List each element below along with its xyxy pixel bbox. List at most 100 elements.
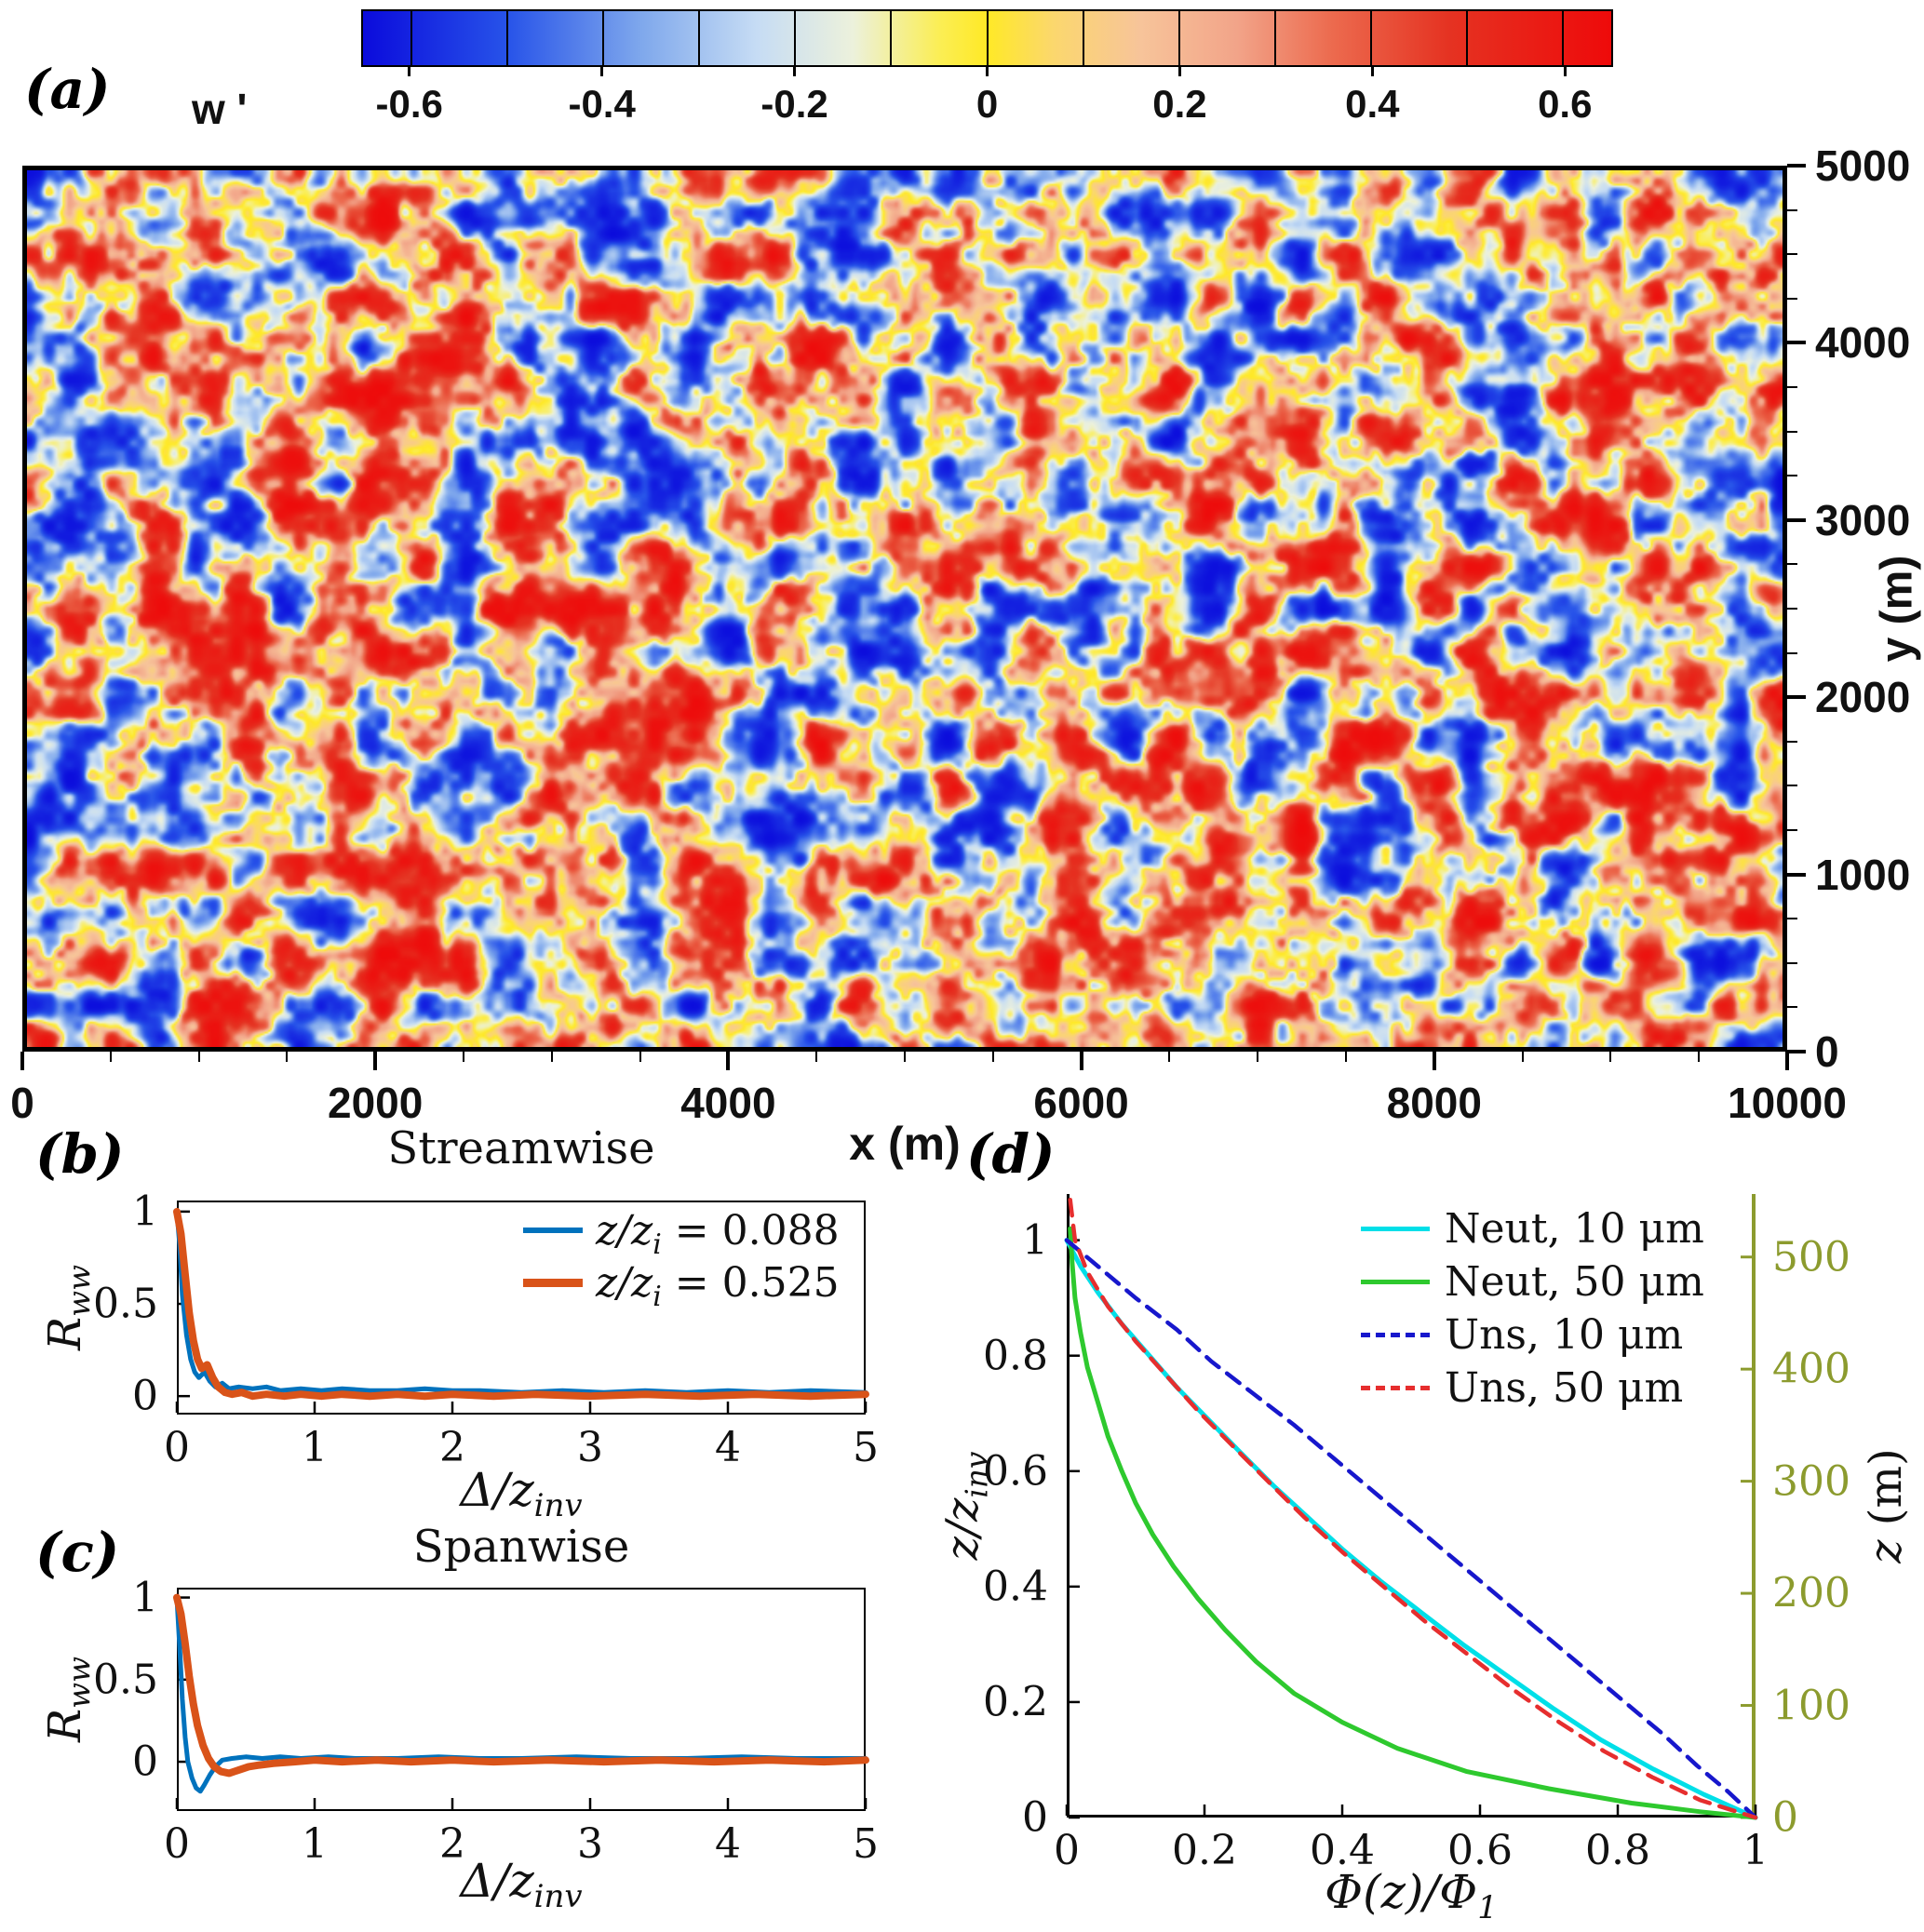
legend-line	[1361, 1227, 1430, 1231]
x-axis-minor-tick	[815, 1052, 818, 1062]
xlabel-var: Δ/z	[460, 1854, 534, 1908]
y-tick-label: 0.2	[983, 1678, 1048, 1726]
legend-line	[1361, 1280, 1430, 1284]
legend-item: Neut, 50 μm	[1361, 1255, 1704, 1308]
series-uns-10-m	[1064, 1238, 1758, 1820]
y-axis-tick	[1787, 164, 1806, 168]
y-axis-tick-label: 2000	[1815, 673, 1911, 722]
colorbar-tick-line	[1466, 11, 1469, 65]
series-z-z-i-0-525	[173, 1593, 869, 1778]
legend-sub: i	[653, 1280, 662, 1313]
heatmap-plot-area	[22, 166, 1787, 1052]
panel-c-x-axis-label: Δ/zinv	[460, 1854, 582, 1912]
x-axis-minor-tick	[109, 1052, 112, 1062]
xlabel-var: Δ/z	[460, 1463, 534, 1517]
panel-b-plot	[173, 1201, 869, 1415]
colorbar-tick-mark	[1563, 67, 1567, 76]
legend-label: Uns, 50 μm	[1445, 1364, 1684, 1412]
x-tick-label: 1	[1742, 1827, 1769, 1874]
x-tick-label: 3	[577, 1424, 603, 1471]
x-axis-minor-tick	[1698, 1052, 1701, 1062]
colorbar-tick-line	[1177, 11, 1180, 65]
x-tick-label: 5	[853, 1820, 879, 1868]
x-axis-tick	[1432, 1052, 1436, 1070]
y-tick-label: 0	[132, 1737, 158, 1786]
colorbar-tick-mark	[793, 67, 797, 76]
y-axis-tick	[1787, 517, 1806, 522]
y-axis-minor-tick	[1787, 785, 1797, 787]
colorbar-tick-mark	[1177, 67, 1181, 76]
x-axis-tick-label: 4000	[680, 1079, 776, 1127]
plot-box	[177, 1201, 866, 1415]
right-tick-label: 0	[1772, 1793, 1798, 1842]
legend-var: z/z	[596, 1206, 653, 1254]
x-axis-tick-label: 0	[10, 1079, 34, 1127]
x-axis-minor-tick	[639, 1052, 641, 1062]
colorbar-tick-line	[697, 11, 700, 65]
y-axis-tick-label: 0	[1815, 1027, 1839, 1076]
y-axis-tick-label: 5000	[1815, 141, 1911, 190]
y-axis-tick-label: 4000	[1815, 318, 1911, 368]
x-axis-tick-label: 10000	[1728, 1079, 1847, 1127]
y-axis-minor-tick	[1787, 918, 1797, 920]
y-tick-label: 0.6	[983, 1447, 1048, 1496]
y-tick-label: 0.4	[983, 1563, 1048, 1611]
panel-d-legend: Neut, 10 μm Neut, 50 μm Uns, 10 μm Uns, 50 …	[1361, 1202, 1704, 1415]
x-axis-minor-tick	[1257, 1052, 1259, 1062]
xlabel-sub: 1	[1477, 1889, 1498, 1926]
legend-label: Uns, 10 μm	[1445, 1311, 1684, 1359]
x-axis-minor-tick	[1609, 1052, 1612, 1062]
right-tick-label: 400	[1772, 1345, 1850, 1393]
x-tick-label: 0.8	[1585, 1827, 1650, 1874]
x-tick-label: 2	[439, 1820, 465, 1868]
colorbar-tick-label: 0.2	[1152, 82, 1207, 126]
x-tick-label: 1	[302, 1820, 328, 1868]
y-tick-label: 1	[1022, 1216, 1048, 1265]
panel-a-x-axis-label: x (m)	[849, 1118, 961, 1170]
legend-item: Uns, 50 μm	[1361, 1362, 1704, 1415]
y-axis-tick	[1787, 695, 1806, 700]
colorbar-tick-label: 0	[975, 82, 999, 126]
panel-c-letter: (c)	[35, 1521, 120, 1584]
x-axis-tick-label: 6000	[1033, 1079, 1129, 1127]
panel-b-x-axis-label: Δ/zinv	[460, 1463, 582, 1522]
series-uns-50-m	[1068, 1197, 1758, 1820]
y-axis-minor-tick	[1787, 651, 1797, 654]
panel-b-title: Streamwise	[387, 1122, 655, 1174]
x-axis-minor-tick	[1521, 1052, 1524, 1062]
colorbar-tick-line	[1370, 11, 1373, 65]
x-tick-label: 0.6	[1447, 1827, 1513, 1874]
ylabel-var: z/z	[936, 1497, 989, 1561]
x-tick-label: 4	[715, 1424, 741, 1471]
colorbar-tick-label: -0.4	[568, 82, 636, 126]
y-tick-label: 0.8	[983, 1332, 1048, 1380]
colorbar-tick-line	[505, 11, 508, 65]
panel-b-letter: (b)	[35, 1122, 125, 1186]
x-axis-minor-tick	[463, 1052, 464, 1062]
x-axis-tick-label: 8000	[1386, 1079, 1482, 1127]
right-ylabel-unit: (m)	[1860, 1448, 1912, 1540]
series-z-z-i-0-525	[173, 1207, 869, 1401]
panel-a-letter: (a)	[24, 58, 111, 121]
y-axis-minor-tick	[1787, 297, 1797, 300]
x-axis-tick	[20, 1052, 24, 1070]
legend-item: Uns, 10 μm	[1361, 1308, 1704, 1362]
panel-d-x-axis-label: Φ(z)/Φ1	[1325, 1865, 1498, 1924]
colorbar-tick-line	[794, 11, 797, 65]
x-tick-label: 0.2	[1172, 1827, 1237, 1874]
right-tick-label: 100	[1772, 1682, 1850, 1730]
panel-c-plot	[173, 1588, 869, 1811]
x-axis-minor-tick	[1168, 1052, 1171, 1062]
legend-item: z/zi = 0.088	[523, 1204, 840, 1258]
x-axis-minor-tick	[197, 1052, 200, 1062]
colorbar-tick-line	[410, 11, 412, 65]
y-tick-label: 0	[1022, 1793, 1048, 1842]
x-tick-label: 0	[164, 1820, 190, 1868]
plot-box	[177, 1588, 866, 1811]
colorbar-tick-line	[601, 11, 604, 65]
colorbar-tick-label: 0.6	[1538, 82, 1593, 126]
y-axis-minor-tick	[1787, 608, 1797, 610]
colorbar-tick-mark	[1370, 67, 1374, 76]
x-tick-label: 4	[715, 1820, 741, 1868]
legend-label: Neut, 50 μm	[1445, 1258, 1704, 1306]
